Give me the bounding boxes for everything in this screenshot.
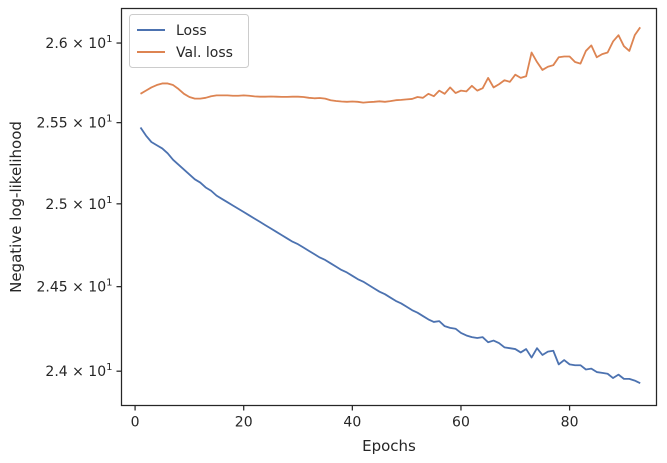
- legend: Loss Val. loss: [129, 14, 249, 68]
- plot-background: [121, 8, 657, 406]
- y-axis-ticks: 2.4 × 101 2.45 × 101 2.5 × 101 2.55 × 101 2.…: [37, 34, 122, 380]
- y-tick-label: 2.55 × 101: [37, 114, 113, 132]
- series-layer: [139, 26, 641, 384]
- x-tick-label: 60: [452, 415, 470, 431]
- series-line-val-loss: [140, 26, 641, 104]
- y-tick-label: 2.45 × 101: [37, 278, 113, 296]
- y-tick-label: 2.5 × 101: [45, 195, 112, 213]
- x-axis-label: Epochs: [362, 437, 416, 455]
- x-tick-label: 80: [561, 415, 579, 431]
- x-tick-label: 0: [131, 415, 140, 431]
- x-tick-label: 40: [343, 415, 361, 431]
- y-tick-label: 2.6 × 101: [45, 34, 112, 52]
- legend-label-loss: Loss: [176, 23, 207, 39]
- x-tick-label: 20: [235, 415, 253, 431]
- series-line-loss: [139, 126, 641, 384]
- y-axis-label: Negative log-likelihood: [7, 121, 25, 293]
- plot-frame: [120, 7, 658, 407]
- legend-label-val-loss: Val. loss: [176, 45, 233, 61]
- x-axis-ticks: 0 20 40 60 80: [131, 405, 579, 431]
- legend-box: [129, 14, 249, 68]
- y-tick-label: 2.4 × 101: [45, 362, 112, 380]
